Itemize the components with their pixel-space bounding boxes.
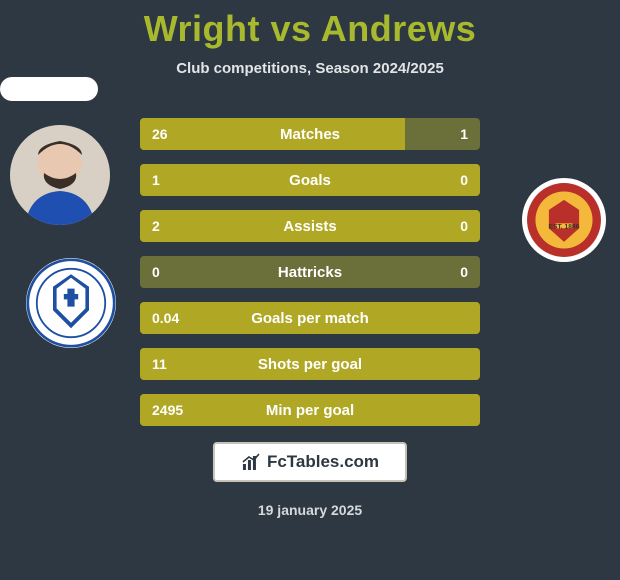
stat-row: 1 Goals 0 xyxy=(140,164,480,196)
stat-value-right: 1 xyxy=(460,126,468,142)
stat-label: Shots per goal xyxy=(258,356,362,373)
stat-label: Min per goal xyxy=(266,402,354,419)
stat-value-left: 1 xyxy=(152,172,160,188)
stat-value-left: 2495 xyxy=(152,402,183,418)
page-subtitle: Club competitions, Season 2024/2025 xyxy=(0,60,620,77)
stats-area: 26Matches11Goals02Assists00Hattricks00.0… xyxy=(140,118,480,426)
stat-label: Goals per match xyxy=(251,310,369,327)
stat-value-left: 0.04 xyxy=(152,310,179,326)
stat-row: 26 Matches 1 xyxy=(140,118,480,150)
page-title: Wright vs Andrews xyxy=(0,0,620,50)
chart-icon xyxy=(241,452,261,472)
stat-value-left: 11 xyxy=(152,356,167,372)
svg-text:EST. 1886: EST. 1886 xyxy=(548,223,579,230)
player-left-avatar xyxy=(10,125,110,225)
stat-label: Hattricks xyxy=(278,264,342,281)
stat-row: 0 Hattricks 0 xyxy=(140,256,480,288)
stat-value-right: 0 xyxy=(460,264,468,280)
stat-label: Assists xyxy=(283,218,336,235)
stat-row: 11 Shots per goal xyxy=(140,348,480,380)
stat-value-left: 26 xyxy=(152,126,168,142)
stat-value-right: 0 xyxy=(460,218,468,234)
footer-date: 19 january 2025 xyxy=(0,502,620,518)
club-left-badge xyxy=(26,258,116,348)
stat-fill-left xyxy=(140,118,405,150)
footer-brand-text: FcTables.com xyxy=(267,452,379,472)
player-right-avatar xyxy=(0,77,98,101)
stat-value-left: 2 xyxy=(152,218,160,234)
stat-label: Matches xyxy=(280,126,340,143)
stat-value-right: 0 xyxy=(460,172,468,188)
stat-row: 0.04 Goals per match xyxy=(140,302,480,334)
stat-value-left: 0 xyxy=(152,264,160,280)
stat-row: 2 Assists 0 xyxy=(140,210,480,242)
stat-label: Goals xyxy=(289,172,331,189)
club-right-badge: EST. 1886 xyxy=(522,178,606,262)
footer-brand-badge: FcTables.com xyxy=(213,442,407,482)
stat-row: 2495 Min per goal xyxy=(140,394,480,426)
